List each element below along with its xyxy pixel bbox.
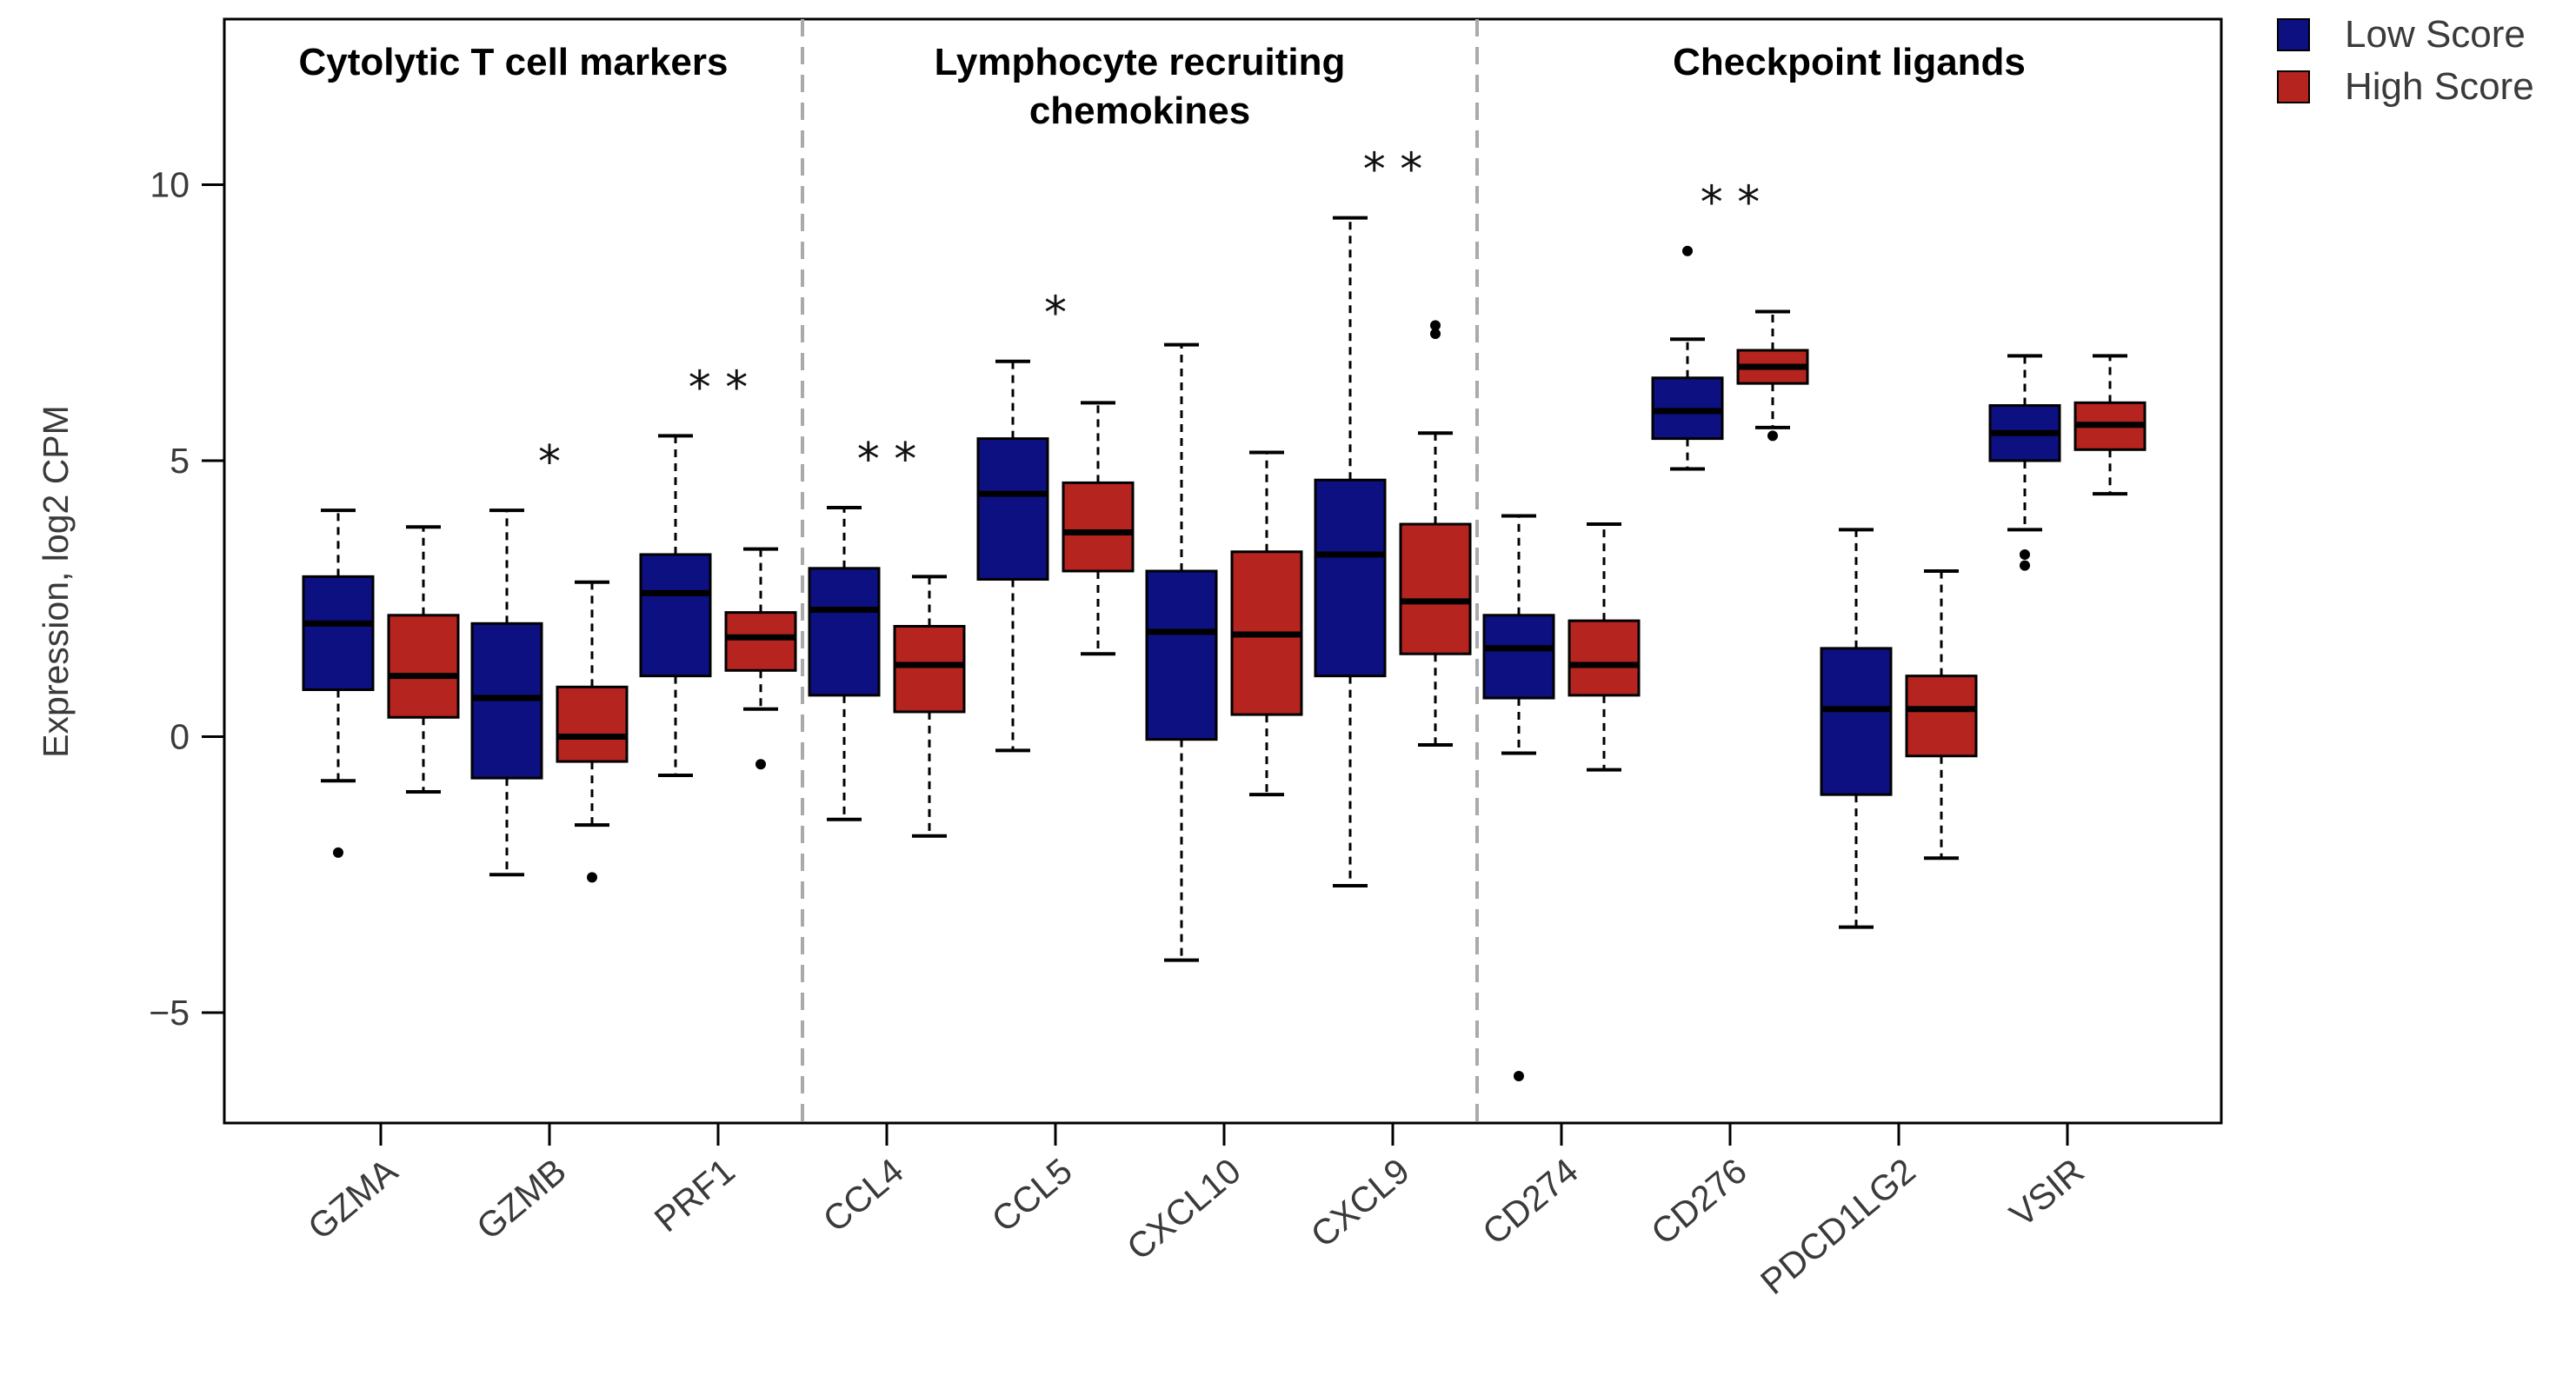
x-tick-label: CXCL10 [1119, 1151, 1248, 1268]
box-low [1314, 478, 1387, 678]
outlier-point [1430, 328, 1441, 339]
significance-marker: * * [689, 362, 749, 414]
box-low [302, 575, 375, 692]
box-high [1905, 675, 1978, 758]
legend-label-high: High Score [2345, 65, 2534, 108]
x-tick-label: GZMB [469, 1151, 573, 1247]
legend-swatch-low [2277, 18, 2310, 51]
legend-swatch-high [2277, 70, 2310, 103]
x-tick-label: VSIR [2002, 1151, 2092, 1235]
section-title: chemokines [1029, 90, 1250, 132]
x-tick-label: GZMA [300, 1150, 405, 1247]
box-high [387, 614, 460, 719]
outlier-point [1682, 245, 1693, 256]
box-low [1820, 647, 1893, 796]
x-tick-label: PDCD1LG2 [1753, 1151, 1922, 1302]
box-high [1399, 522, 1472, 655]
box-low [976, 437, 1049, 582]
outlier-point [587, 872, 597, 883]
box-low [808, 567, 881, 697]
significance-marker: * * [857, 434, 917, 486]
box-low [1145, 569, 1218, 741]
outlier-point [2020, 548, 2030, 560]
significance-marker: * [538, 436, 561, 488]
box-low [639, 553, 712, 678]
x-tick-label: CXCL9 [1303, 1151, 1417, 1255]
box-low [1482, 614, 1555, 700]
x-tick-label: CD274 [1474, 1151, 1585, 1253]
box-high [1568, 619, 1641, 697]
box-high [1062, 481, 1135, 573]
outlier-point [755, 759, 766, 770]
section-title: Checkpoint ligands [1673, 41, 2026, 83]
outlier-point [1767, 430, 1778, 442]
x-tick-label: CCL5 [984, 1151, 1080, 1240]
y-tick-label: −5 [149, 993, 190, 1033]
legend-label-low: Low Score [2345, 13, 2526, 56]
box-high [724, 611, 797, 672]
y-tick-label: 5 [170, 441, 190, 481]
section-title: Lymphocyte recruiting [935, 41, 1346, 83]
y-tick-label: 0 [170, 717, 190, 757]
box-high [556, 685, 629, 763]
outlier-point [2020, 560, 2030, 571]
outlier-point [1514, 1071, 1524, 1082]
y-axis-title: Expression, log2 CPM [36, 405, 76, 758]
significance-marker: * [1044, 288, 1067, 340]
box-high [893, 625, 966, 714]
significance-marker: * * [1701, 177, 1761, 229]
plot-frame [223, 17, 2223, 1125]
y-tick-label: 10 [150, 165, 190, 205]
section-title: Cytolytic T cell markers [298, 41, 728, 83]
outlier-point [333, 847, 343, 858]
outlier-point [1430, 320, 1441, 331]
x-tick-label: CD276 [1643, 1151, 1754, 1253]
significance-marker: * * [1363, 144, 1423, 196]
x-tick-label: PRF1 [647, 1151, 742, 1240]
x-tick-label: CCL4 [815, 1151, 911, 1240]
